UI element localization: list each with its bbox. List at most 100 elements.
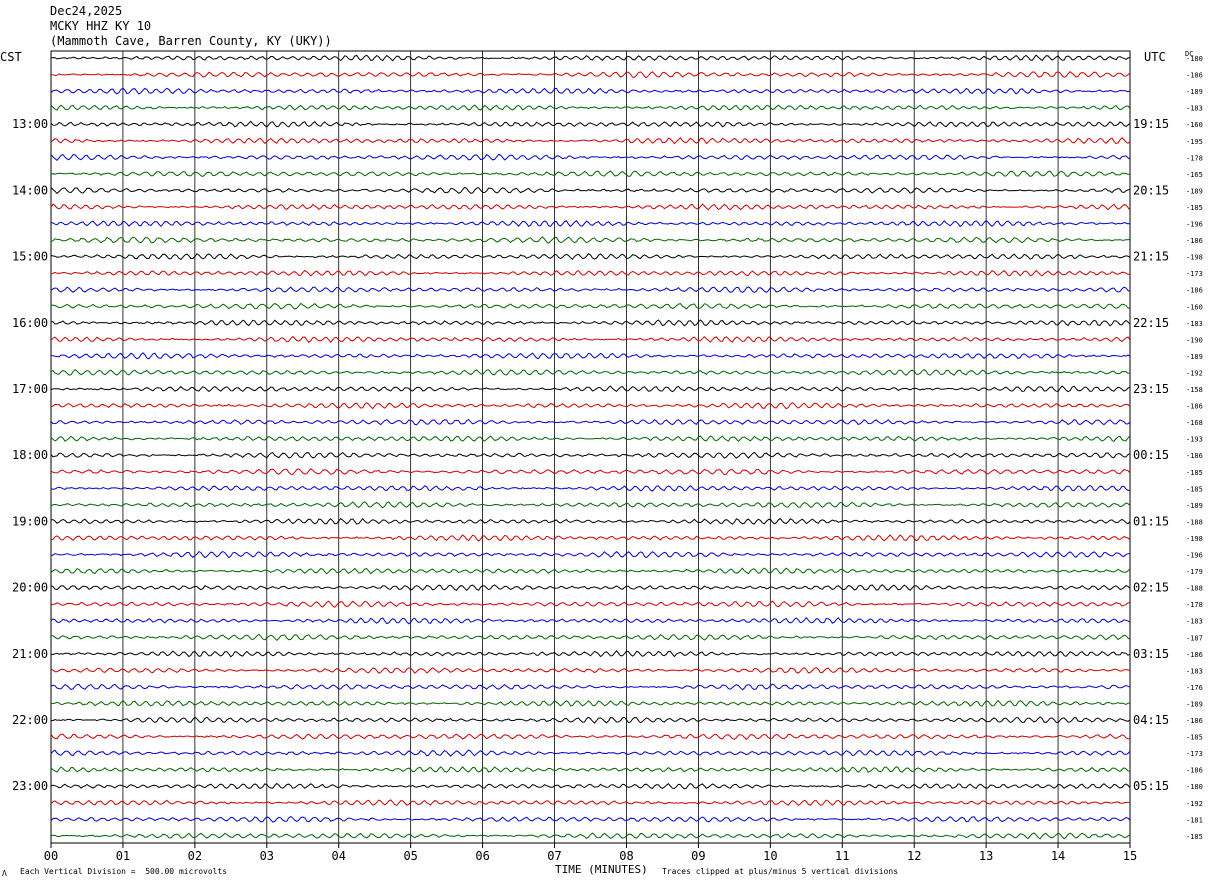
left-hour-label: 13:00 — [12, 117, 48, 131]
right-hour-label: 21:15 — [1133, 250, 1169, 264]
seismic-trace — [50, 733, 1131, 741]
dc-offset-label: -185 — [1186, 204, 1203, 212]
x-tick-label: 00 — [44, 849, 58, 863]
seismic-trace — [50, 368, 1130, 376]
dc-offset-label: -185 — [1186, 833, 1203, 841]
left-timezone-label: CST — [0, 50, 22, 64]
seismic-trace — [50, 550, 1131, 559]
dc-offset-label: -195 — [1186, 138, 1203, 146]
seismic-trace — [51, 716, 1131, 724]
seismic-trace — [50, 120, 1131, 128]
right-hour-label: 05:15 — [1133, 779, 1169, 793]
dc-offset-label: -160 — [1186, 303, 1203, 311]
seismic-trace — [50, 203, 1131, 211]
dc-offset-label: -183 — [1186, 618, 1203, 626]
seismic-trace — [50, 418, 1131, 426]
dc-offset-label: -168 — [1186, 419, 1203, 427]
dc-offset-label: -189 — [1186, 88, 1203, 96]
dc-offset-label: -188 — [1186, 518, 1203, 526]
x-tick-label: 04 — [332, 849, 346, 863]
right-hour-label: 23:15 — [1133, 382, 1169, 396]
seismic-trace — [50, 468, 1131, 476]
dc-offset-label: -180 — [1186, 55, 1203, 63]
seismic-trace — [50, 650, 1131, 658]
seismic-trace — [51, 319, 1131, 327]
dc-offset-label: -186 — [1186, 287, 1203, 295]
seismic-trace — [50, 402, 1131, 410]
dc-offset-label: -193 — [1186, 436, 1203, 444]
seismic-trace — [50, 815, 1131, 823]
dc-offset-label: -176 — [1186, 684, 1203, 692]
seismic-trace — [50, 484, 1131, 492]
plot-frame — [50, 50, 1131, 844]
left-hour-label: 18:00 — [12, 448, 48, 462]
seismic-trace — [50, 335, 1131, 344]
x-tick-label: 01 — [116, 849, 130, 863]
dc-offset-label: -185 — [1186, 469, 1203, 477]
dc-offset-label: -186 — [1186, 403, 1203, 411]
seismic-trace — [50, 71, 1131, 79]
seismic-trace — [50, 749, 1131, 757]
dc-offset-label: -192 — [1186, 800, 1203, 808]
x-tick-label: 14 — [1051, 849, 1065, 863]
dc-offset-label: -186 — [1186, 72, 1203, 80]
right-hour-label: 00:15 — [1133, 448, 1169, 462]
x-tick-label: 02 — [188, 849, 202, 863]
seismic-trace — [50, 600, 1131, 608]
left-hour-label: 16:00 — [12, 316, 48, 330]
dc-offset-label: -189 — [1186, 502, 1203, 510]
scale-note: Each Vertical Division = 500.00 microvol… — [20, 867, 228, 876]
seismic-trace — [50, 253, 1131, 261]
seismic-trace — [50, 104, 1131, 111]
dc-offset-label: -173 — [1186, 270, 1203, 278]
left-hour-label: 19:00 — [12, 514, 48, 528]
seismic-trace — [51, 54, 1131, 62]
dc-offset-label: -188 — [1186, 585, 1203, 593]
right-hour-label: 01:15 — [1133, 514, 1169, 528]
dc-offset-label: -186 — [1186, 237, 1203, 245]
x-tick-label: 03 — [260, 849, 274, 863]
left-hour-label: 14:00 — [12, 183, 48, 197]
dc-offset-label: -183 — [1186, 667, 1203, 675]
seismic-trace — [50, 302, 1131, 310]
x-tick-label: 08 — [619, 849, 633, 863]
left-hour-label: 20:00 — [12, 581, 48, 595]
x-tick-label: 11 — [835, 849, 849, 863]
dc-offset-label: -179 — [1186, 568, 1203, 576]
dc-offset-label: -160 — [1186, 121, 1203, 129]
seismic-trace — [50, 633, 1131, 641]
right-hour-label: 02:15 — [1133, 581, 1169, 595]
x-tick-label: 09 — [691, 849, 705, 863]
seismic-trace — [50, 170, 1131, 178]
seismic-trace — [50, 236, 1131, 244]
corner-mark-icon: Λ — [2, 869, 7, 878]
seismic-trace — [50, 451, 1131, 459]
dc-offset-label: -165 — [1186, 171, 1203, 179]
seismic-trace — [50, 667, 1131, 674]
dc-offset-label: -181 — [1186, 816, 1203, 824]
left-hour-label: 15:00 — [12, 250, 48, 264]
seismic-trace — [50, 501, 1131, 509]
seismic-trace — [50, 699, 1131, 707]
seismic-trace — [50, 269, 1131, 277]
dc-offset-label: -189 — [1186, 353, 1203, 361]
dc-offset-label: -185 — [1186, 734, 1203, 742]
seismic-trace — [50, 782, 1131, 790]
dc-offset-label: -186 — [1186, 717, 1203, 725]
seismic-trace — [50, 683, 1131, 691]
seismic-trace — [50, 352, 1131, 360]
seismic-trace — [50, 286, 1131, 294]
right-timezone-label: UTC — [1144, 50, 1166, 64]
dc-offset-label: -183 — [1186, 105, 1203, 113]
x-tick-label: 12 — [907, 849, 921, 863]
x-axis-title: TIME (MINUTES) — [555, 863, 648, 876]
dc-offset-label: -186 — [1186, 452, 1203, 460]
dc-offset-label: -192 — [1186, 369, 1203, 377]
seismic-trace — [50, 584, 1131, 592]
header-location: (Mammoth Cave, Barren County, KY (UKY)) — [50, 34, 332, 48]
seismic-trace — [50, 435, 1131, 443]
dc-offset-label: -158 — [1186, 386, 1203, 394]
dc-offset-label: -180 — [1186, 783, 1203, 791]
dc-offset-label: -183 — [1186, 320, 1203, 328]
right-hour-label: 20:15 — [1133, 183, 1169, 197]
